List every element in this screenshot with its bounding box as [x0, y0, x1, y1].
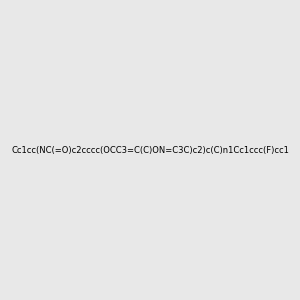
Text: Cc1cc(NC(=O)c2cccc(OCC3=C(C)ON=C3C)c2)c(C)n1Cc1ccc(F)cc1: Cc1cc(NC(=O)c2cccc(OCC3=C(C)ON=C3C)c2)c(… [11, 146, 289, 154]
